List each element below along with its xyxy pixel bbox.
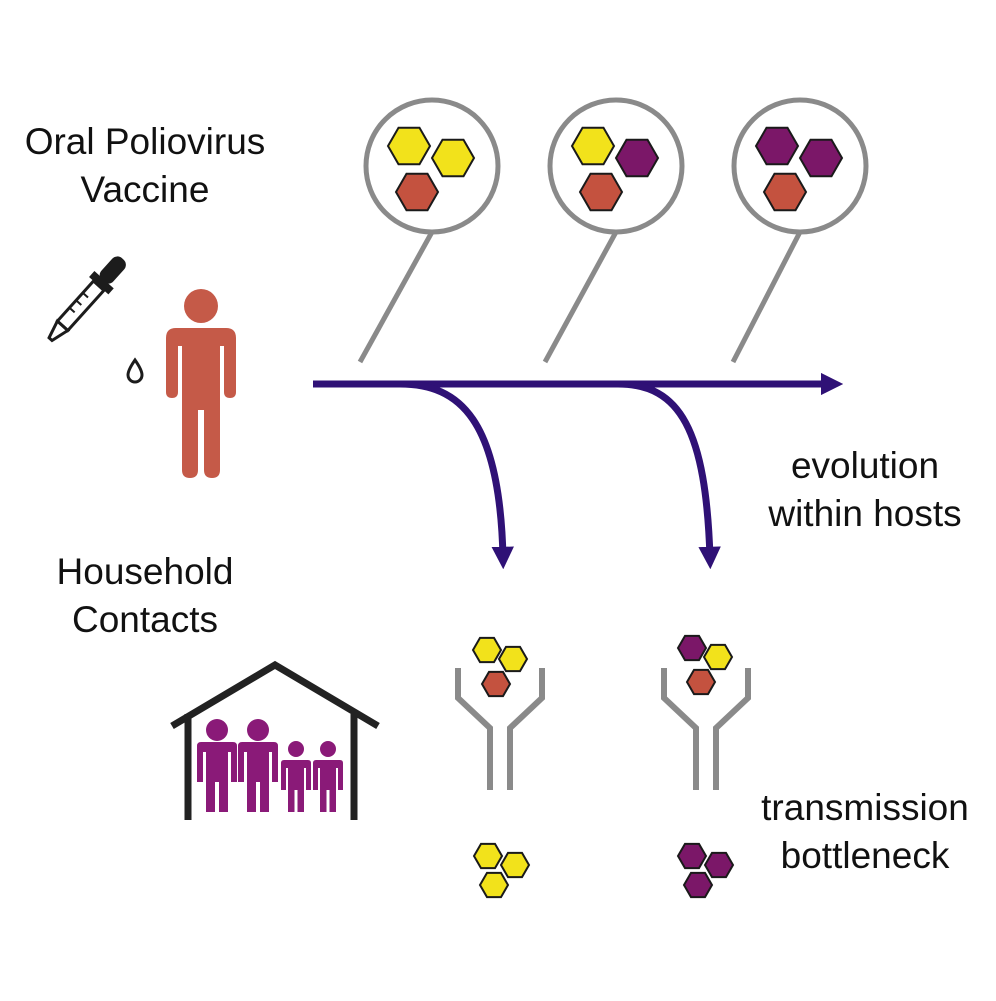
virus-icon (702, 643, 734, 671)
virus-icon (754, 126, 800, 166)
virus-icon (682, 871, 714, 899)
household-child-icon (281, 741, 311, 812)
vaccine-label-line1: Oral Poliovirus (24, 121, 266, 162)
household-person-icon (238, 719, 278, 812)
magnifier-icon-3 (731, 97, 869, 235)
virus-icon (685, 668, 717, 696)
household-child-icon (313, 741, 343, 812)
virus-icon (798, 138, 844, 178)
drop-icon (126, 357, 144, 384)
household-person-icon (197, 719, 237, 812)
virus-icon (430, 138, 476, 178)
household-label-line1: Household (56, 551, 234, 592)
virus-icon (386, 126, 432, 166)
virus-icon (471, 636, 503, 664)
transmission-label: transmission bottleneck (740, 784, 990, 880)
magnifier-handle-2 (542, 230, 619, 364)
house-icon (170, 660, 380, 820)
virus-icon (499, 851, 531, 879)
virus-icon (570, 126, 616, 166)
virus-icon (762, 172, 808, 212)
vaccine-label-line2: Vaccine (80, 169, 210, 210)
magnifier-icon-1 (363, 97, 501, 235)
transmission-arrow-2 (617, 380, 721, 570)
antibody-icons (455, 668, 751, 790)
virus-icon (480, 670, 512, 698)
transmission-label-line1: transmission (761, 787, 969, 828)
magnifier-handle-3 (730, 230, 803, 364)
virus-icon (497, 645, 529, 673)
evolution-label-line1: evolution (790, 445, 940, 486)
transmission-label-line2: bottleneck (780, 835, 950, 876)
household-label-line2: Contacts (71, 599, 218, 640)
person-icon (166, 289, 236, 478)
household-people (197, 719, 343, 812)
evolution-label-line2: within hosts (768, 493, 962, 534)
transmission-arrows (313, 372, 844, 570)
magnifier-icon-2 (547, 97, 685, 235)
magnifier-handles (357, 230, 803, 364)
household-label: Household Contacts (20, 548, 270, 644)
virus-icon (703, 851, 735, 879)
antibody-icon-2 (661, 668, 751, 790)
virus-icon (676, 842, 708, 870)
evolution-label: evolution within hosts (740, 442, 990, 538)
magnifier-handle-1 (357, 230, 435, 364)
virus-icon (394, 172, 440, 212)
transmission-arrow-1 (399, 380, 514, 570)
dropper-icon (47, 256, 144, 384)
virus-icon (472, 842, 504, 870)
virus-icon (478, 871, 510, 899)
virus-icon (578, 172, 624, 212)
virus-group (386, 126, 844, 899)
antibody-icon-1 (455, 668, 545, 790)
virus-icon (614, 138, 660, 178)
virus-icon (676, 634, 708, 662)
vaccine-label: Oral Poliovirus Vaccine (0, 118, 290, 214)
